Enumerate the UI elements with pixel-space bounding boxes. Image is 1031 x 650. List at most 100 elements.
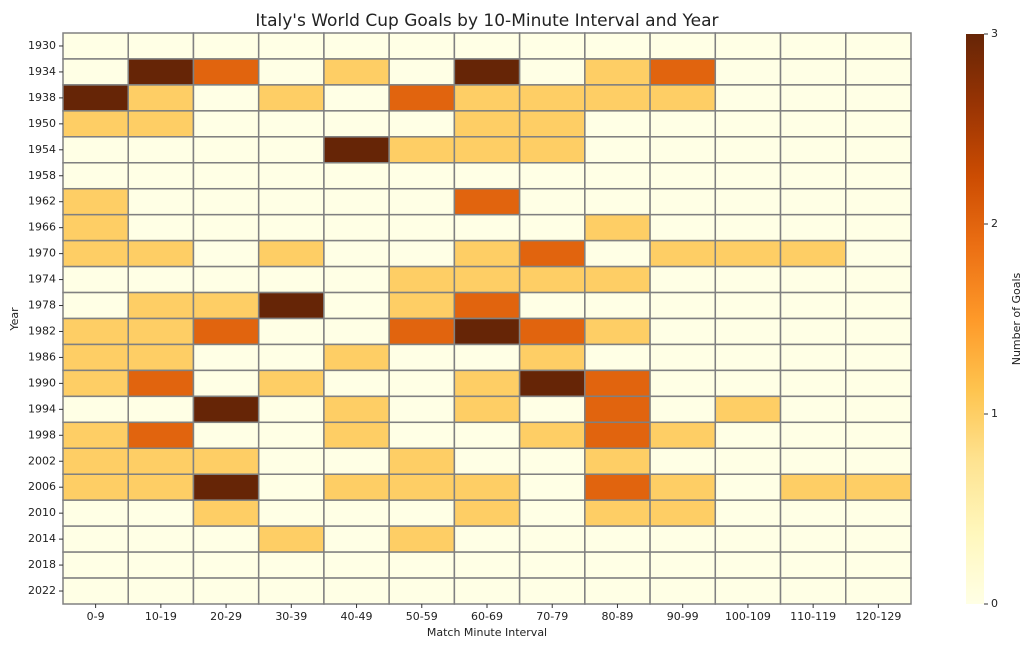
heatmap-cell (388, 213, 456, 242)
heatmap-cell (192, 291, 260, 320)
heatmap-cell (453, 110, 521, 138)
heatmap-cell (323, 551, 390, 579)
heatmap-cell (257, 136, 325, 164)
heatmap-cell (323, 343, 390, 372)
heatmap-cell (518, 58, 586, 86)
heatmap-cell (779, 239, 847, 268)
heatmap-cell (584, 136, 651, 164)
heatmap-cell (388, 551, 456, 579)
heatmap-cell (714, 317, 782, 346)
heatmap-cell (127, 291, 195, 320)
heatmap-cell (649, 395, 717, 424)
heatmap-cell (584, 291, 651, 320)
heatmap-cell (257, 187, 325, 216)
heatmap-cell (192, 162, 260, 190)
heatmap-cell (388, 110, 456, 138)
heatmap-cell (584, 369, 651, 398)
heatmap-cell (388, 369, 456, 398)
heatmap-cell (779, 395, 847, 424)
heatmap-cell (127, 58, 195, 86)
heatmap-cell (192, 525, 260, 553)
heatmap-cell (127, 110, 195, 138)
heatmap-cell (192, 499, 260, 527)
heatmap-cell (127, 162, 195, 190)
x-tick-label: 10-19 (145, 610, 177, 623)
heatmap-cell (779, 265, 847, 294)
heatmap-cell (845, 58, 912, 86)
y-tick-label: 1950 (28, 117, 56, 130)
heatmap-cell (453, 499, 521, 527)
heatmap-cell (845, 291, 912, 320)
heatmap-cell (649, 32, 717, 60)
colorbar-tick-label: 1 (991, 407, 998, 420)
heatmap-cell (845, 162, 912, 190)
heatmap-cell (388, 265, 456, 294)
heatmap-cell (62, 291, 129, 320)
heatmap-cell (518, 577, 586, 605)
heatmap-cell (62, 473, 129, 501)
heatmap-cell (649, 213, 717, 242)
heatmap-cell (518, 525, 586, 553)
heatmap-cell (62, 577, 129, 605)
heatmap-cell (192, 213, 260, 242)
heatmap-cell (323, 395, 390, 424)
x-tick-label: 110-119 (790, 610, 836, 623)
heatmap-cell (649, 58, 717, 86)
heatmap-cell (584, 551, 651, 579)
heatmap-cell (323, 32, 390, 60)
y-tick-label: 1998 (28, 428, 56, 441)
heatmap-cell (518, 162, 586, 190)
y-tick-label: 1966 (28, 221, 56, 234)
heatmap-cell (323, 525, 390, 553)
heatmap-cell (649, 473, 717, 501)
heatmap-cell (323, 473, 390, 501)
y-tick-label: 1994 (28, 402, 56, 415)
heatmap-cell (845, 317, 912, 346)
heatmap-cell (257, 110, 325, 138)
heatmap-cell (584, 473, 651, 501)
heatmap-cell (584, 162, 651, 190)
heatmap-cell (518, 421, 586, 450)
heatmap-cell (584, 447, 651, 475)
heatmap-cell (779, 58, 847, 86)
heatmap-cell (257, 369, 325, 398)
heatmap-cell (388, 447, 456, 475)
heatmap-cell (584, 84, 651, 112)
heatmap-cell (518, 265, 586, 294)
heatmap-cell (257, 421, 325, 450)
heatmap-cell (779, 291, 847, 320)
heatmap-cell (714, 265, 782, 294)
heatmap-cell (779, 499, 847, 527)
heatmap-cell (192, 473, 260, 501)
heatmap-cell (388, 84, 456, 112)
heatmap-cell (323, 577, 390, 605)
heatmap-cell (518, 343, 586, 372)
heatmap-cell (257, 395, 325, 424)
heatmap-cell (453, 473, 521, 501)
x-tick-label: 100-109 (725, 610, 771, 623)
heatmap-cell (453, 265, 521, 294)
heatmap-cell (714, 110, 782, 138)
heatmap-cell (779, 187, 847, 216)
heatmap-cell (453, 577, 521, 605)
y-tick-label: 1934 (28, 65, 56, 78)
heatmap-cell (62, 395, 129, 424)
heatmap-cell (453, 343, 521, 372)
heatmap-cell (714, 343, 782, 372)
heatmap-cell (584, 499, 651, 527)
heatmap-cell (779, 213, 847, 242)
heatmap-cell (388, 395, 456, 424)
heatmap-cell (779, 473, 847, 501)
heatmap-cell (649, 136, 717, 164)
heatmap-cell (714, 421, 782, 450)
heatmap-cell (257, 239, 325, 268)
heatmap-cell (779, 32, 847, 60)
heatmap-cell (845, 110, 912, 138)
heatmap-cell (845, 447, 912, 475)
heatmap-cell (845, 499, 912, 527)
heatmap-cell (649, 369, 717, 398)
x-tick-label: 50-59 (406, 610, 438, 623)
heatmap-cell (257, 577, 325, 605)
heatmap-cell (453, 291, 521, 320)
